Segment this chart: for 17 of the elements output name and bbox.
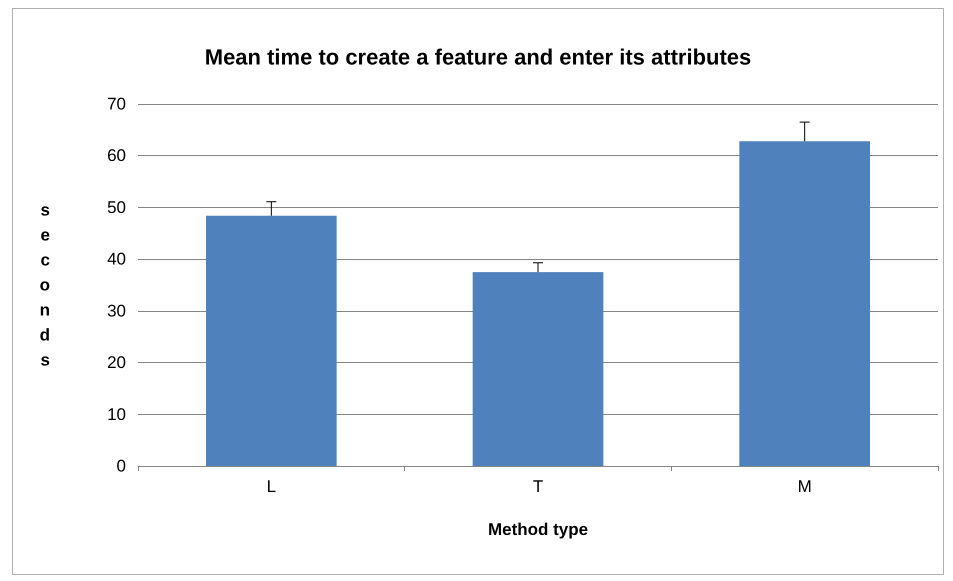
x-tick-label: L	[266, 477, 276, 496]
y-tick-label: 50	[107, 198, 126, 217]
y-tick-label: 10	[107, 404, 126, 424]
x-tick-label: M	[798, 477, 812, 496]
y-tick-label: 20	[107, 353, 126, 372]
x-axis-title: Method type	[488, 520, 588, 539]
y-tick-label: 40	[107, 250, 126, 269]
y-tick-label: 0	[116, 456, 126, 476]
bar	[739, 141, 870, 466]
chart-title: Mean time to create a feature and enter its attributes	[204, 44, 752, 70]
y-tick-label: 70	[107, 94, 126, 114]
y-tick-label: 30	[107, 301, 126, 320]
y-tick-label: 60	[107, 146, 126, 166]
bar	[472, 272, 604, 466]
x-tick-label: T	[532, 477, 544, 496]
bar	[206, 216, 337, 466]
y-axis-title: seconds	[40, 200, 50, 370]
